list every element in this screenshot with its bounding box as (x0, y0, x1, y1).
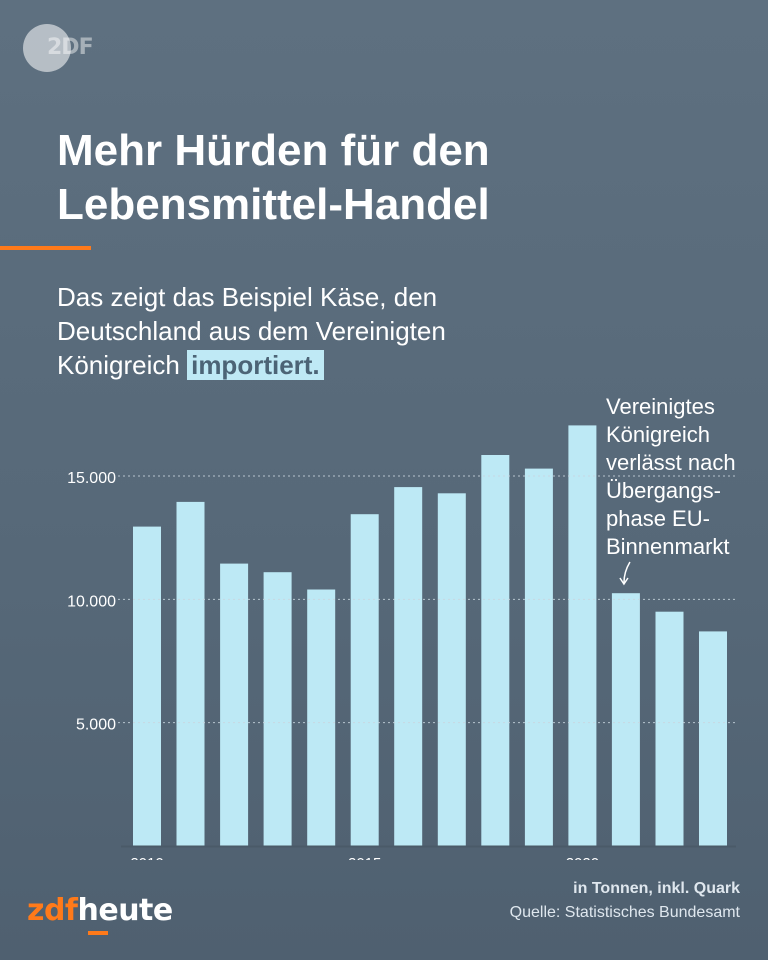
chart-bar (481, 455, 510, 846)
subtitle-line-1: Das zeigt das Beispiel Käse, den (57, 282, 438, 312)
annotation-arrowhead (619, 577, 629, 586)
unit-note: in Tonnen, inkl. Quark (573, 880, 740, 897)
chart-bar (133, 526, 161, 846)
annotation-arrow (623, 561, 631, 584)
brand-underline (88, 931, 108, 935)
subtitle-plain: Königreich (57, 350, 180, 380)
chart-bar (263, 572, 292, 846)
title-line-1: Mehr Hürden für den (57, 126, 490, 175)
y-tick-label: 5.000 (76, 717, 116, 734)
chart-bar (655, 611, 684, 846)
chart-bar (394, 487, 423, 846)
annotation-line: Übergangs- (606, 478, 721, 503)
subtitle: Das zeigt das Beispiel Käse, den Deutsch… (57, 280, 617, 382)
page-title: Mehr Hürden für den Lebensmittel-Handel (57, 124, 697, 232)
subtitle-highlight: importiert. (187, 350, 324, 380)
y-tick-label: 10.000 (67, 593, 116, 610)
chart-bar (220, 563, 249, 846)
annotation-line: Binnenmarkt (606, 534, 730, 559)
annotation-line: verlässt nach (606, 450, 736, 475)
x-tick-label: 2010 (130, 855, 163, 860)
zdf-logo-badge (23, 24, 71, 72)
annotation-line: Vereinigtes (606, 394, 715, 419)
chart-bar (307, 589, 336, 846)
chart-bar (350, 514, 379, 846)
brand-zdf: zdf (27, 893, 78, 928)
chart-bar (524, 468, 553, 846)
chart-bar (437, 493, 466, 846)
chart-annotation: Vereinigtes Königreich verlässt nach Übe… (606, 393, 766, 561)
subtitle-line-3: Königreich importiert. (57, 348, 617, 382)
accent-divider (0, 246, 91, 250)
subtitle-line-2: Deutschland aus dem Vereinigten (57, 316, 446, 346)
title-line-2: Lebensmittel-Handel (57, 180, 490, 229)
x-tick-label: 2020 (566, 855, 599, 860)
chart-bar (568, 425, 597, 846)
chart-bar (699, 631, 727, 846)
annotation-line: phase EU- (606, 506, 710, 531)
brand-heute: heute (77, 893, 174, 928)
y-tick-label: 15.000 (67, 470, 116, 487)
annotation-line: Königreich (606, 422, 710, 447)
chart-bar (176, 501, 205, 846)
zdf-logo: 2DF (47, 35, 94, 60)
chart-bar (611, 593, 640, 846)
bar-chart: 5.000 10.000 15.000 2010 2015 2020 (67, 425, 736, 860)
source-note: Quelle: Statistisches Bundesamt (509, 904, 740, 921)
zdfheute-logo: zdfheute (27, 893, 173, 928)
x-tick-label: 2015 (348, 855, 381, 860)
